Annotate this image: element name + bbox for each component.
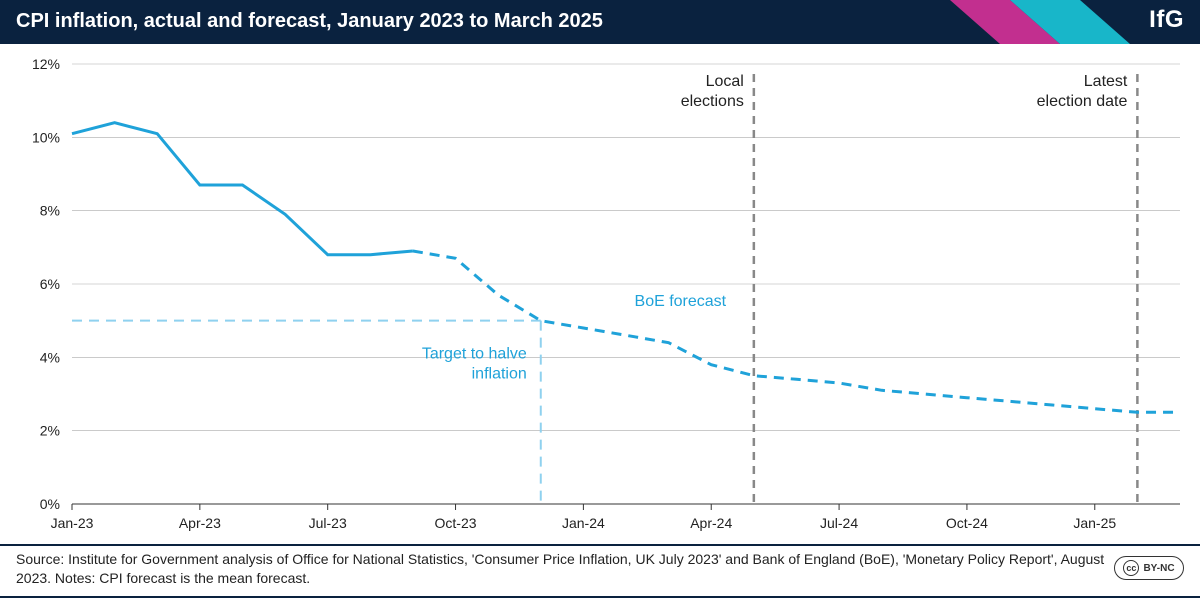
x-tick-label: Jan-23 (51, 515, 94, 531)
chart-header: CPI inflation, actual and forecast, Janu… (0, 0, 1200, 44)
y-tick-label: 8% (40, 203, 60, 219)
footer-rule-bottom (0, 596, 1200, 598)
x-tick-label: Jul-24 (820, 515, 858, 531)
x-tick-label: Jul-23 (309, 515, 347, 531)
x-tick-label: Oct-24 (946, 515, 988, 531)
header-accent (950, 0, 1130, 44)
chart-plot-area: 0% 2% 4% 6% 8% 10% 12% Jan-23 Apr-23 Jul-23 Oct-23… (0, 44, 1200, 544)
event-label: Local (706, 73, 744, 90)
source-note: Source: Institute for Government analysi… (16, 550, 1116, 588)
event-label: Latest (1084, 73, 1128, 90)
license-label: BY-NC (1143, 563, 1174, 574)
y-tick-label: 10% (32, 129, 60, 145)
y-tick-label: 12% (32, 56, 60, 72)
y-tick-label: 0% (40, 496, 60, 512)
series-actual (72, 123, 413, 255)
x-tick-label: Jan-24 (562, 515, 605, 531)
ifg-logo: IfG (1149, 6, 1184, 34)
license-badge: cc BY-NC (1114, 556, 1184, 580)
footer-rule-top (0, 544, 1200, 546)
x-tick-label: Jan-25 (1073, 515, 1116, 531)
x-tick-label: Apr-23 (179, 515, 221, 531)
x-tick-label: Apr-24 (690, 515, 732, 531)
series-forecast (413, 251, 1180, 412)
target-label-line2: inflation (472, 366, 527, 383)
chart-svg: 0% 2% 4% 6% 8% 10% 12% Jan-23 Apr-23 Jul-23 Oct-23… (0, 44, 1200, 544)
y-tick-label: 4% (40, 349, 60, 365)
y-tick-label: 2% (40, 423, 60, 439)
event-label: elections (681, 93, 744, 110)
cc-icon: cc (1123, 560, 1139, 576)
forecast-label: BoE forecast (635, 293, 727, 310)
y-tick-label: 6% (40, 276, 60, 292)
target-label-line1: Target to halve (422, 346, 527, 363)
chart-frame: { "header": { "title": "CPI inflation, a… (0, 0, 1200, 603)
x-tick-label: Oct-23 (435, 515, 477, 531)
chart-title: CPI inflation, actual and forecast, Janu… (16, 10, 603, 33)
event-label: election date (1037, 93, 1128, 110)
